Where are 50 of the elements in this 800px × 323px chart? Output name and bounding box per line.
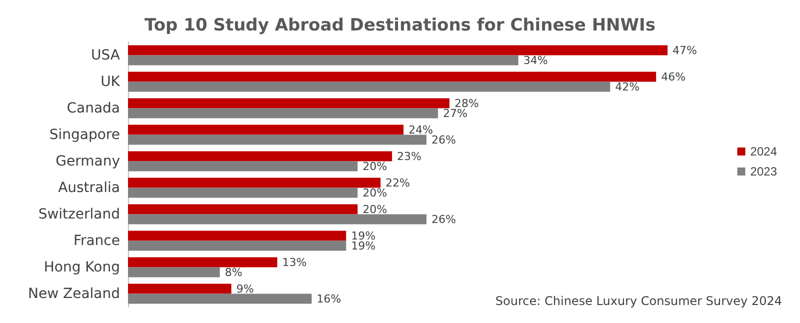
data-label: 34% — [523, 54, 548, 67]
bar — [128, 240, 346, 251]
bar — [128, 72, 656, 82]
bar — [128, 257, 278, 268]
bar — [128, 204, 358, 214]
data-label: 20% — [362, 160, 388, 173]
y-tick-label: Switzerland — [38, 206, 120, 222]
chart-title: Top 10 Study Abroad Destinations for Chinese HNWIs — [144, 16, 656, 36]
data-label: 47% — [672, 44, 698, 57]
y-tick-label: Germany — [56, 153, 120, 170]
bar — [128, 188, 358, 198]
bar — [128, 55, 518, 66]
data-label: 42% — [615, 80, 640, 94]
bar — [128, 284, 232, 294]
data-label: 23% — [397, 150, 422, 163]
bar — [128, 108, 438, 118]
y-tick-label: Singapore — [49, 126, 120, 143]
bar — [128, 151, 392, 162]
data-label: 26% — [431, 133, 456, 146]
legend-label: 2023 — [750, 164, 778, 178]
data-label: 22% — [386, 176, 410, 190]
bar — [128, 124, 404, 135]
data-label: 8% — [224, 266, 242, 279]
y-tick-label: Canada — [66, 100, 120, 116]
bar — [128, 178, 381, 188]
bar — [128, 294, 312, 304]
bar — [128, 214, 426, 224]
bar — [128, 45, 668, 56]
data-label: 24% — [408, 123, 433, 136]
bar — [128, 161, 358, 172]
y-tick-label: UK — [100, 74, 121, 90]
bar — [128, 82, 610, 92]
legend-label: 2024 — [750, 144, 778, 158]
data-label: 20% — [362, 202, 388, 216]
y-tick-label: France — [73, 232, 120, 249]
data-label: 20% — [362, 186, 388, 200]
bar — [128, 134, 426, 145]
bar — [128, 230, 346, 241]
y-tick-label: New Zealand — [28, 286, 120, 302]
data-label: 16% — [316, 292, 342, 306]
y-tick-label: Hong Kong — [44, 259, 120, 276]
annotation: Source: Chinese Luxury Consumer Survey 2024 — [495, 294, 782, 308]
data-label: 26% — [431, 212, 456, 226]
bar — [128, 267, 220, 278]
data-label: 46% — [661, 70, 686, 84]
y-tick-label: USA — [91, 47, 120, 64]
y-tick-label: Australia — [58, 180, 120, 196]
bar — [128, 98, 450, 108]
data-label: 9% — [236, 282, 254, 296]
data-label: 13% — [282, 256, 307, 269]
